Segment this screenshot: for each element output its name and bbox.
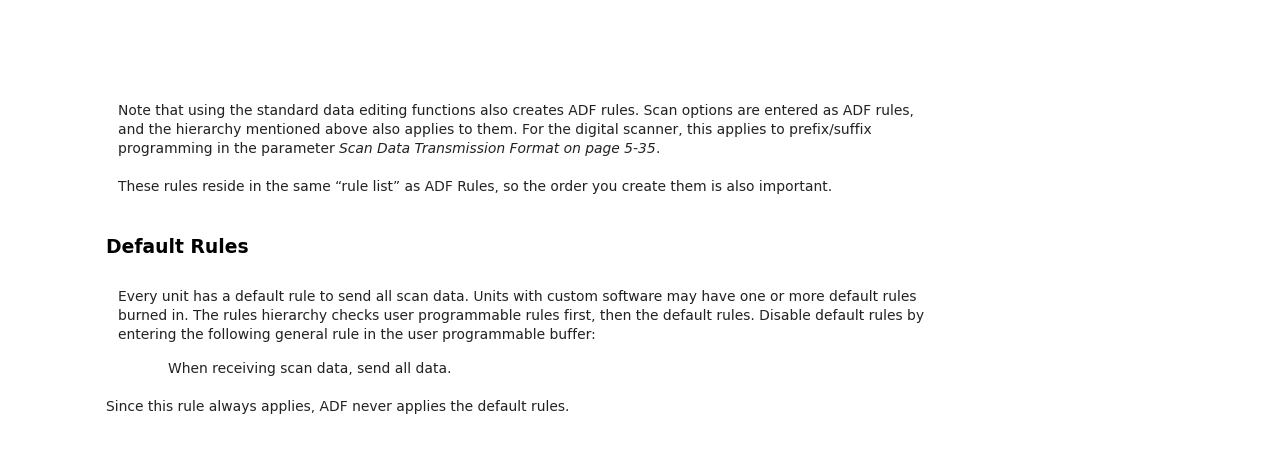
Text: Note that using the standard data editing functions also creates ADF rules. Scan: Note that using the standard data editin… <box>119 104 914 118</box>
Text: entering the following general rule in the user programmable buffer:: entering the following general rule in t… <box>119 328 595 342</box>
Text: Since this rule always applies, ADF never applies the default rules.: Since this rule always applies, ADF neve… <box>106 400 570 414</box>
Text: burned in. The rules hierarchy checks user programmable rules first, then the de: burned in. The rules hierarchy checks us… <box>119 309 924 323</box>
Text: programming in the parameter: programming in the parameter <box>119 142 339 156</box>
Text: When receiving scan data, send all data.: When receiving scan data, send all data. <box>168 362 451 376</box>
Text: Scan Data Transmission Format on page 5-35: Scan Data Transmission Format on page 5-… <box>339 142 655 156</box>
Text: Advanced Data Formatting   15 - 5: Advanced Data Formatting 15 - 5 <box>1007 18 1260 33</box>
Text: programming in the parameter: programming in the parameter <box>119 142 339 156</box>
Text: These rules reside in the same “rule list” as ADF Rules, so the order you create: These rules reside in the same “rule lis… <box>119 180 833 194</box>
Text: Default Rules: Default Rules <box>106 238 249 257</box>
Text: and the hierarchy mentioned above also applies to them. For the digital scanner,: and the hierarchy mentioned above also a… <box>119 123 872 137</box>
Text: Scan Data Transmission Format on page 5-35: Scan Data Transmission Format on page 5-… <box>339 142 655 156</box>
Text: Every unit has a default rule to send all scan data. Units with custom software : Every unit has a default rule to send al… <box>119 290 917 304</box>
Text: .: . <box>655 142 660 156</box>
